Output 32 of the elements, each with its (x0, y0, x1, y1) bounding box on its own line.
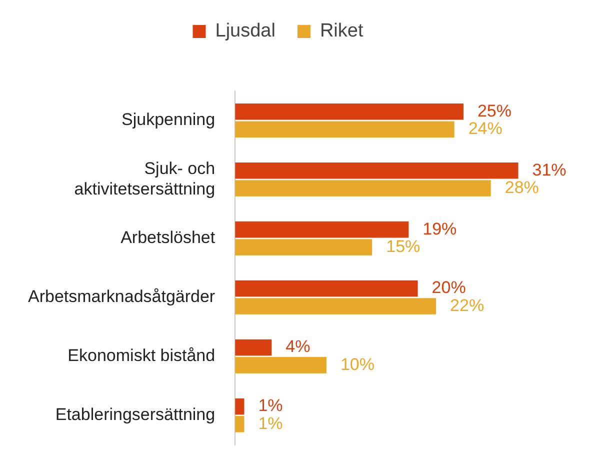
bar (235, 121, 454, 138)
data-label: 10% (340, 354, 374, 374)
data-label: 22% (450, 296, 484, 315)
bar (235, 221, 409, 238)
y-tick-label: Arbetslöshet (120, 228, 216, 248)
bar (235, 416, 244, 432)
bar (235, 162, 518, 179)
data-label: 4% (286, 337, 310, 356)
data-label: 20% (432, 278, 466, 298)
legend-label: Ljusdal (215, 20, 276, 42)
bar (235, 239, 372, 256)
data-label: 19% (422, 219, 457, 238)
y-tick-label: Etableringsersättning (55, 405, 216, 424)
bar (235, 280, 418, 297)
bar (235, 180, 491, 196)
data-label: 25% (477, 101, 512, 120)
bar (235, 398, 244, 415)
bar (235, 357, 326, 374)
y-tick-label: Ekonomiskt bistånd (68, 346, 216, 366)
data-label: 1% (258, 414, 283, 433)
bar (235, 104, 464, 120)
data-label: 31% (532, 160, 566, 180)
y-tick-label: Sjuk- och aktivitetsersättning (74, 158, 216, 198)
data-label: 28% (504, 178, 539, 197)
y-tick-label: Sjukpenning (122, 110, 216, 130)
data-label: 1% (258, 396, 283, 416)
legend-label: Riket (320, 20, 364, 42)
bar (235, 339, 272, 356)
data-label: 15% (386, 236, 420, 256)
y-tick-label: Arbetsmarknadsåtgärder (28, 287, 216, 306)
bar (235, 298, 436, 314)
data-label: 24% (468, 119, 502, 138)
